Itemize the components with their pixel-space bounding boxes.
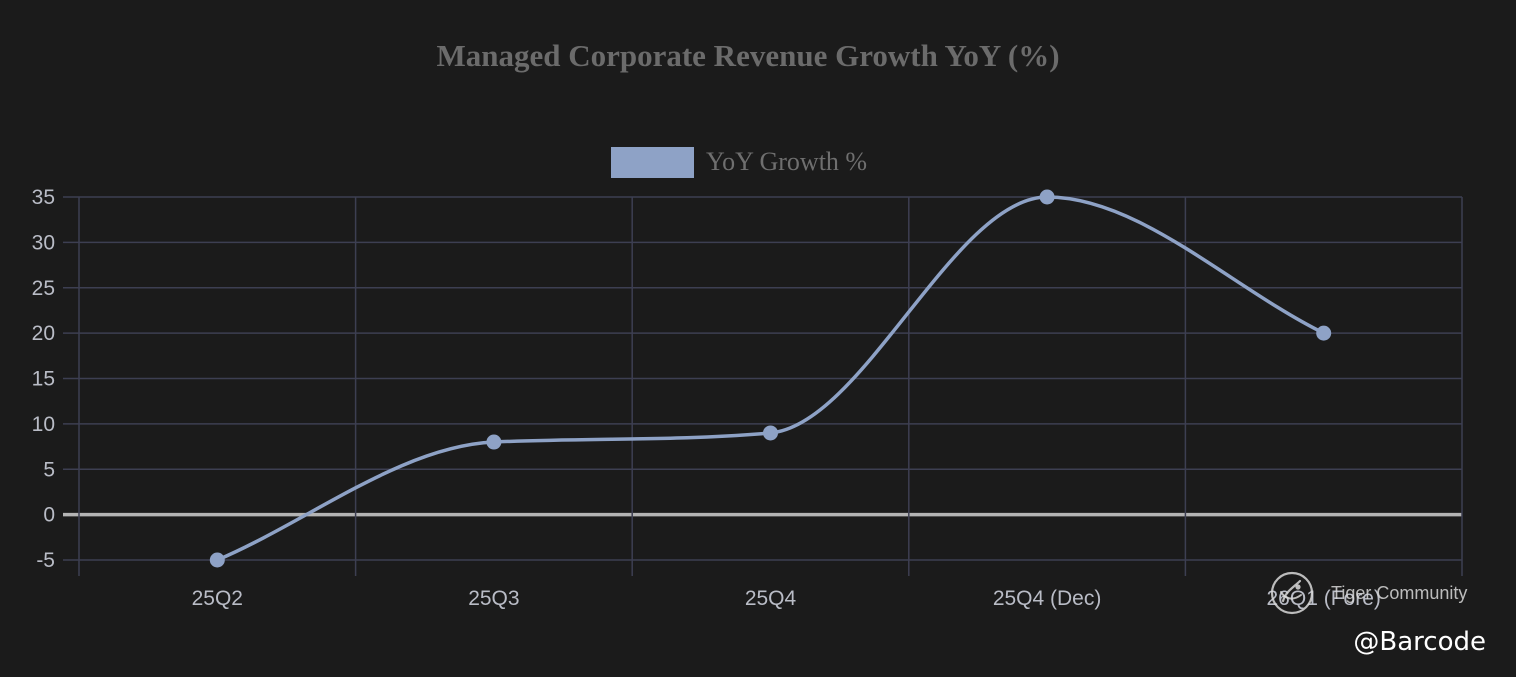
x-tick-label: 25Q4 (745, 587, 797, 610)
y-tick-label: 0 (43, 504, 55, 527)
data-point[interactable] (1316, 325, 1332, 341)
legend[interactable]: YoY Growth % (611, 147, 867, 178)
y-tick-label: 20 (32, 322, 55, 345)
y-tick-label: 10 (32, 413, 55, 436)
watermark-handle: @Barcode (1353, 627, 1486, 657)
grid (63, 196, 1463, 576)
data-point[interactable] (1039, 189, 1055, 205)
y-tick-label: 25 (32, 277, 55, 300)
y-tick-label: 35 (32, 186, 55, 209)
x-tick-label: 26Q1 (Fore) (1267, 587, 1381, 610)
data-point[interactable] (763, 425, 778, 441)
tiger-logo-icon (1270, 571, 1314, 615)
y-tick-label: 30 (32, 231, 55, 254)
axes: -5 0 5 10 15 20 25 30 35 25Q2 25Q3 25Q4 25Q4 (Dec) 26… (32, 186, 1381, 610)
watermark: Tiger Community @Barcode (1270, 571, 1486, 657)
y-tick-label: 5 (43, 458, 55, 481)
data-point[interactable] (209, 552, 225, 568)
data-point[interactable] (486, 434, 502, 450)
series-line (215, 195, 1326, 562)
y-tick-label: -5 (36, 549, 55, 572)
x-tick-label: 25Q2 (192, 587, 243, 610)
watermark-community: Tiger Community (1331, 583, 1467, 603)
legend-swatch (611, 147, 694, 178)
x-tick-label: 25Q4 (Dec) (993, 587, 1102, 610)
legend-label: YoY Growth % (706, 147, 867, 176)
y-tick-label: 15 (32, 368, 55, 391)
series-yoy-growth (209, 189, 1332, 568)
x-tick-label: 25Q3 (468, 587, 519, 610)
chart-title: Managed Corporate Revenue Growth YoY (%) (436, 38, 1059, 73)
